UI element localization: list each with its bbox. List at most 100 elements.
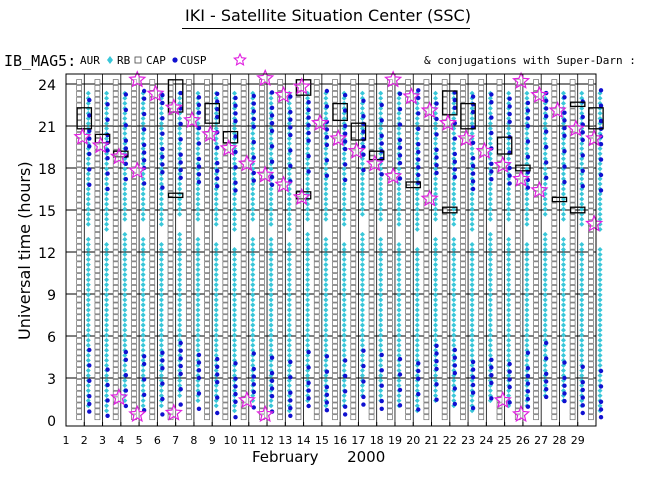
rb-marker: [313, 343, 320, 350]
aur-marker: [195, 151, 201, 157]
rb-marker: [423, 326, 430, 332]
rb-marker: [588, 267, 594, 274]
rb-marker: [222, 249, 229, 256]
rb-marker: [496, 314, 503, 321]
rb-marker: [259, 179, 265, 185]
cap-marker: [233, 415, 238, 420]
aur-marker: [433, 292, 439, 298]
aur-marker: [232, 408, 238, 414]
cusp-marker: [128, 404, 147, 423]
aur-marker: [305, 277, 311, 283]
rb-marker: [277, 114, 284, 121]
rb-marker: [222, 355, 229, 362]
aur-marker: [433, 327, 439, 333]
aur-marker: [396, 287, 402, 293]
rb-marker: [167, 379, 174, 385]
cap-marker: [141, 158, 147, 163]
aur-marker: [268, 342, 274, 348]
rb-marker: [313, 108, 320, 115]
rb-marker: [350, 402, 357, 409]
aur-marker: [268, 272, 274, 278]
rb-marker: [222, 226, 229, 232]
cap-marker: [562, 383, 567, 388]
rb-marker: [514, 96, 521, 103]
cap-marker: [470, 109, 476, 115]
rb-marker: [569, 261, 576, 268]
aur-marker: [250, 297, 256, 303]
cap-marker: [160, 131, 165, 136]
rb-marker: [94, 202, 101, 209]
rb-marker: [368, 237, 375, 244]
rb-marker: [313, 290, 320, 297]
rb-marker: [386, 408, 393, 415]
aur-marker: [451, 221, 457, 227]
rb-marker: [112, 114, 119, 121]
aur-marker: [122, 262, 128, 268]
aur-marker: [213, 332, 219, 338]
cap-marker: [306, 396, 311, 401]
rb-marker: [204, 408, 210, 415]
cap-marker: [489, 373, 494, 378]
aur-marker: [177, 156, 183, 162]
rb-marker: [551, 137, 558, 144]
cusp-marker: [73, 127, 92, 145]
cusp-series: [73, 68, 604, 423]
rb-marker: [332, 90, 338, 97]
rb-marker: [332, 279, 338, 285]
rb-marker: [386, 290, 393, 297]
rb-marker: [368, 249, 375, 256]
cap-marker: [233, 95, 238, 101]
rb-marker: [368, 120, 375, 127]
aur-marker: [359, 322, 365, 328]
rb-marker: [277, 161, 284, 168]
rb-marker: [222, 367, 229, 374]
rb-marker: [569, 279, 576, 285]
rb-marker: [313, 249, 320, 256]
aur-marker: [195, 246, 201, 252]
aur-marker: [122, 277, 128, 283]
rb-marker: [277, 302, 284, 309]
rb-marker: [295, 161, 302, 168]
rb-marker: [185, 326, 192, 332]
rb-marker: [551, 132, 558, 138]
aur-marker: [487, 282, 493, 288]
rb-marker: [259, 161, 265, 168]
cap-marker: [507, 119, 512, 125]
rb-marker: [259, 302, 265, 309]
rb-marker: [332, 214, 338, 221]
rb-marker: [460, 308, 466, 315]
rb-marker: [149, 390, 156, 397]
rb-marker: [423, 279, 430, 285]
aur-marker: [323, 246, 329, 252]
aur-marker: [341, 287, 347, 293]
rb-marker: [277, 208, 284, 215]
aur-marker: [433, 307, 439, 313]
rb-marker: [588, 155, 594, 162]
rb-marker: [588, 161, 594, 168]
aur-marker: [104, 105, 110, 111]
aur-marker: [396, 115, 402, 121]
rb-marker: [368, 196, 375, 203]
aur-marker: [396, 277, 402, 283]
rb-marker: [277, 320, 284, 326]
x-tick-label: 28: [552, 434, 566, 447]
aur-marker: [359, 191, 365, 197]
aur-marker: [213, 191, 219, 197]
rb-marker: [149, 267, 156, 274]
rb-marker: [131, 308, 137, 315]
rb-marker: [222, 108, 229, 115]
aur-marker: [140, 297, 146, 303]
rb-marker: [533, 320, 539, 326]
rb-marker: [149, 190, 156, 197]
aur-marker: [323, 131, 329, 137]
rb-marker: [277, 232, 284, 238]
rb-marker: [350, 414, 357, 421]
cap-marker: [543, 98, 549, 104]
aur-marker: [597, 302, 603, 308]
aur-marker: [122, 211, 128, 217]
aur-marker: [195, 206, 201, 212]
aur-marker: [195, 196, 201, 202]
rb-marker: [76, 296, 83, 303]
aur-marker: [85, 372, 91, 378]
aur-marker: [560, 287, 566, 293]
